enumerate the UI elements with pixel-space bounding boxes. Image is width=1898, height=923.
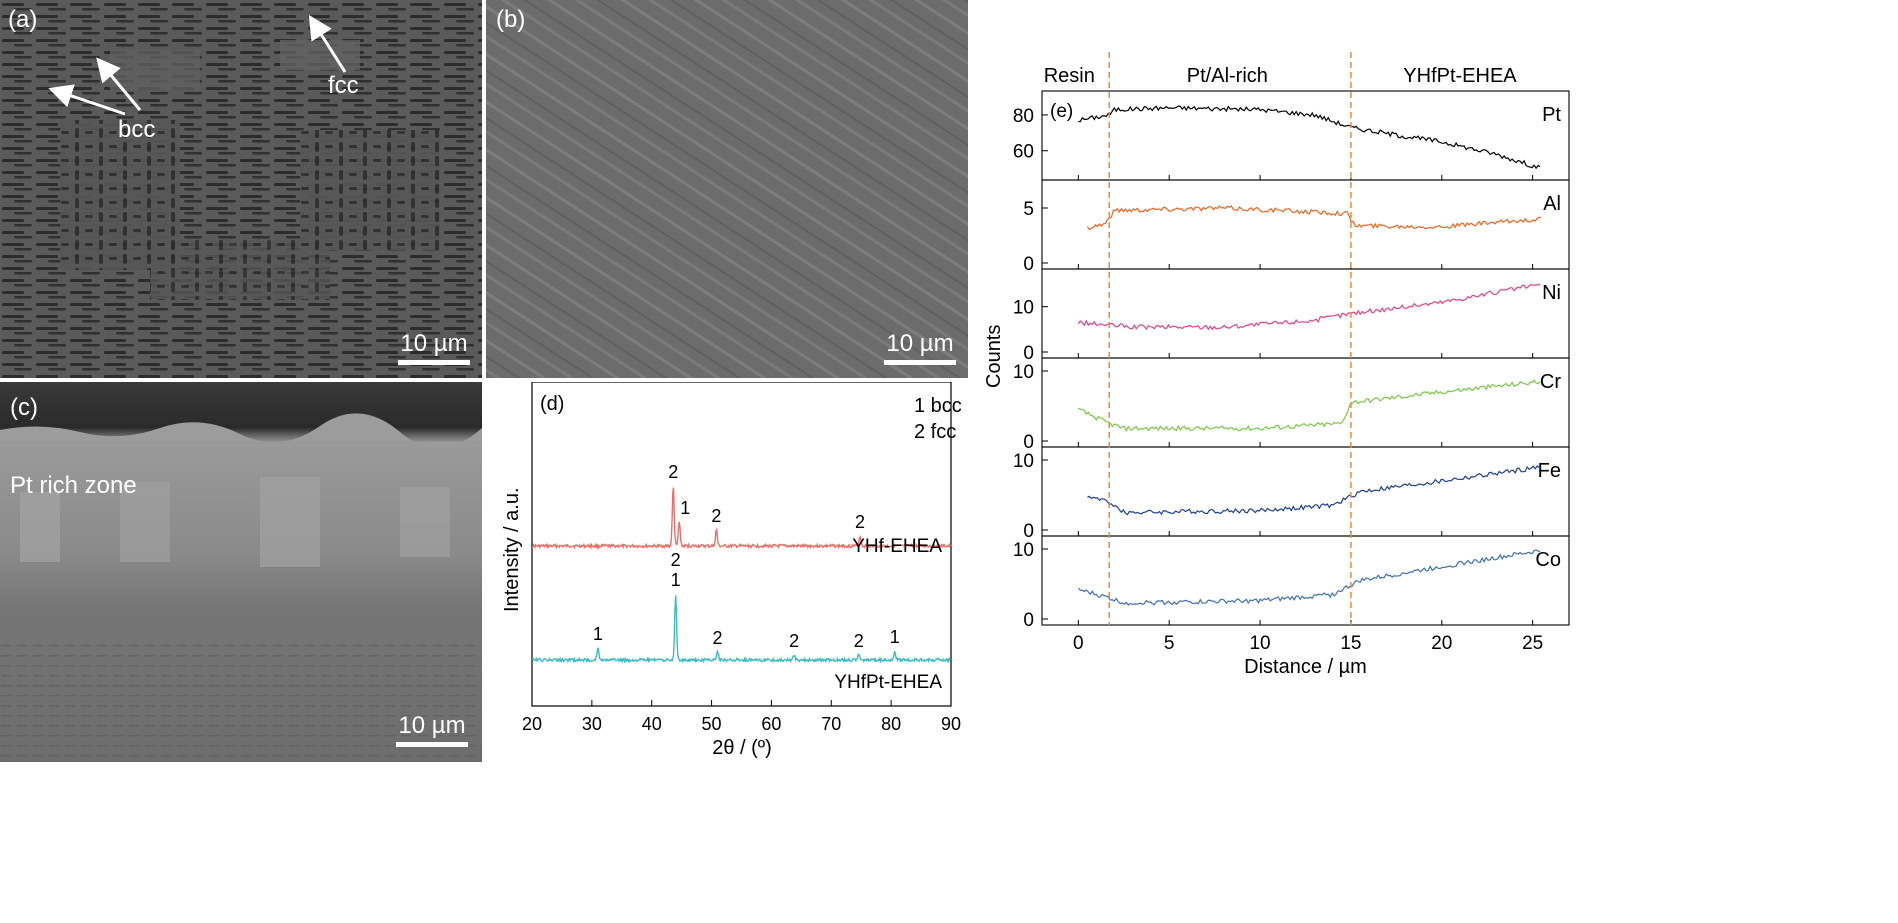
eds-x-axis-label: Distance / µm bbox=[1244, 656, 1367, 678]
xrd-x-axis-label: 2θ / (º) bbox=[712, 737, 772, 759]
panel-b-label: (b) bbox=[496, 6, 526, 33]
eds-element-label: Al bbox=[1543, 193, 1561, 215]
xrd-panel-label: (d) bbox=[540, 393, 564, 415]
xrd-peak-label: 1 bbox=[680, 498, 690, 518]
bcc-annotation: bcc bbox=[118, 116, 156, 143]
eds-axis-title-counts: Counts bbox=[983, 325, 1005, 388]
xrd-series-name: YHfPt-EHEA bbox=[834, 672, 942, 693]
xrd-x-tick-label: 20 bbox=[522, 714, 542, 734]
panel-c-micrograph: (c) Pt rich zone 10 µm bbox=[0, 382, 482, 762]
eds-element-label: Pt bbox=[1542, 104, 1561, 126]
eds-x-tick-label: 0 bbox=[1073, 633, 1084, 654]
eds-region-label: YHfPt-EHEA bbox=[1403, 65, 1517, 87]
eds-profile-line bbox=[1077, 283, 1541, 331]
fcc-arrow bbox=[308, 14, 347, 73]
eds-panel-label: (e) bbox=[1050, 101, 1073, 122]
xrd-peak-label: 2 bbox=[789, 631, 799, 651]
fcc-annotation: fcc bbox=[328, 72, 359, 99]
xrd-plot-frame bbox=[531, 382, 952, 707]
eds-subplot-frame bbox=[1041, 268, 1570, 359]
panel-b-texture bbox=[486, 0, 968, 378]
eds-element-label: Ni bbox=[1542, 282, 1561, 304]
eds-region-label: Pt/Al-rich bbox=[1187, 65, 1268, 87]
panel-a-arrows bbox=[48, 14, 347, 116]
eds-profile-line bbox=[1078, 105, 1541, 170]
eds-subplot-frame bbox=[1041, 179, 1570, 270]
eds-profile-line bbox=[1077, 379, 1541, 433]
eds-y-tick-label: 80 bbox=[1013, 106, 1034, 127]
eds-y-tick-label: 5 bbox=[1023, 199, 1034, 220]
eds-y-tick-label: 0 bbox=[1023, 610, 1034, 631]
xrd-peak-label: 2 bbox=[854, 631, 864, 651]
eds-x-tick-label: 10 bbox=[1249, 633, 1270, 654]
xrd-x-tick-label: 30 bbox=[582, 714, 602, 734]
xrd-x-tick-label: 70 bbox=[821, 714, 841, 734]
panel-c-texture bbox=[0, 382, 482, 762]
pt-rich-zone-annotation: Pt rich zone bbox=[10, 472, 137, 499]
eds-y-tick-label: 0 bbox=[1023, 254, 1034, 275]
eds-subplot-frame bbox=[1041, 357, 1570, 448]
xrd-x-tick-label: 90 bbox=[941, 714, 961, 734]
panel-b-scale-text: 10 µm bbox=[886, 330, 954, 357]
eds-x-tick-label: 5 bbox=[1164, 633, 1175, 654]
xrd-peak-label: 1 bbox=[890, 627, 900, 647]
eds-x-tick-label: 25 bbox=[1522, 633, 1543, 654]
eds-chart: Counts Resin Pt/Al-rich YHfPt-EHEA 60 80 Pt 0 5… bbox=[983, 52, 1570, 678]
eds-element-label: Co bbox=[1535, 549, 1561, 571]
xrd-peak-label: 1 bbox=[671, 570, 681, 590]
xrd-peak-label: 2 bbox=[671, 550, 681, 570]
panel-c-scale-bar bbox=[396, 742, 468, 747]
eds-y-tick-label: 0 bbox=[1023, 343, 1034, 364]
panel-c-scale-text: 10 µm bbox=[398, 712, 466, 739]
panel-a-scale-text: 10 µm bbox=[400, 330, 468, 357]
xrd-x-tick-label: 80 bbox=[881, 714, 901, 734]
bcc-arrow-1 bbox=[48, 84, 126, 116]
xrd-chart: (d) 1 bcc 2 fcc Intensity / a.u. 2θ / (º… bbox=[501, 382, 962, 759]
panel-a-scale-bar bbox=[398, 360, 470, 365]
panel-b-scalebar: 10 µm bbox=[884, 330, 956, 365]
eds-element-label: Fe bbox=[1538, 460, 1561, 482]
panel-c-label: (c) bbox=[10, 394, 38, 421]
xrd-peak-label: 1 bbox=[593, 624, 603, 644]
eds-region-label: Resin bbox=[1044, 65, 1095, 87]
panel-c-scalebar: 10 µm bbox=[396, 712, 468, 747]
eds-subplot-frame bbox=[1041, 90, 1570, 181]
eds-profile-line bbox=[1087, 465, 1542, 516]
eds-element-label: Cr bbox=[1540, 371, 1561, 393]
xrd-peak-label: 2 bbox=[855, 512, 865, 532]
xrd-legend-bcc: 1 bcc bbox=[914, 395, 962, 417]
xrd-x-tick-label: 50 bbox=[702, 714, 722, 734]
bcc-arrow-2 bbox=[96, 57, 142, 111]
xrd-peak-label: 2 bbox=[711, 506, 721, 526]
eds-y-tick-label: 0 bbox=[1023, 432, 1034, 453]
eds-x-tick-label: 20 bbox=[1431, 633, 1452, 654]
xrd-peak-label: 2 bbox=[713, 628, 723, 648]
xrd-legend-fcc: 2 fcc bbox=[914, 421, 956, 443]
xrd-peak-label: 2 bbox=[668, 462, 678, 482]
panel-b-micrograph: (b) 10 µm bbox=[486, 0, 968, 378]
eds-profile-line bbox=[1077, 549, 1541, 606]
eds-y-tick-label: 10 bbox=[1013, 362, 1034, 383]
eds-y-tick-label: 10 bbox=[1013, 298, 1034, 319]
panel-a-scalebar: 10 µm bbox=[398, 330, 470, 365]
panel-a-texture bbox=[0, 0, 482, 378]
xrd-series-line bbox=[531, 487, 952, 551]
xrd-y-axis-label: Intensity / a.u. bbox=[501, 487, 523, 612]
xrd-x-tick-label: 40 bbox=[642, 714, 662, 734]
panel-b-scale-bar bbox=[884, 360, 956, 365]
xrd-series-name: YHf-EHEA bbox=[852, 536, 942, 557]
eds-profile-line bbox=[1086, 205, 1542, 231]
eds-y-tick-label: 0 bbox=[1023, 521, 1034, 542]
eds-x-tick-label: 15 bbox=[1340, 633, 1361, 654]
panel-a-label: (a) bbox=[8, 6, 38, 33]
eds-y-tick-label: 10 bbox=[1013, 540, 1034, 561]
xrd-x-tick-label: 60 bbox=[761, 714, 781, 734]
xrd-series-line bbox=[532, 595, 952, 664]
eds-subplot-frame bbox=[1041, 535, 1570, 626]
eds-subplot-frame bbox=[1041, 446, 1570, 537]
panel-a-micrograph: (a) bcc fcc 10 µm bbox=[0, 0, 482, 378]
eds-y-tick-label: 60 bbox=[1013, 142, 1034, 163]
eds-y-tick-label: 10 bbox=[1013, 451, 1034, 472]
